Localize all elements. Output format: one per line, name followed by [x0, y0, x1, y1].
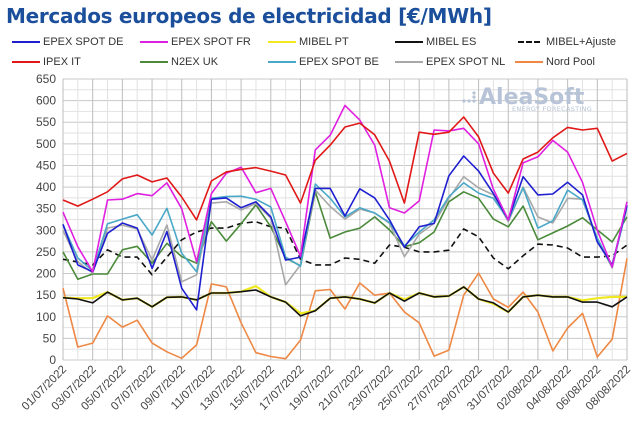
series-line-epex-spot-de — [62, 155, 628, 311]
y-tick-label: 450 — [36, 158, 56, 172]
legend-swatch — [140, 41, 168, 43]
legend-label: MIBEL+Ajuste — [546, 36, 617, 48]
y-tick-label: 250 — [36, 245, 56, 259]
legend-swatch — [395, 41, 423, 43]
legend-swatch — [12, 61, 40, 63]
legend-label: N2EX UK — [171, 56, 219, 68]
y-axis: 0 50 100 150 200 250 300 350 400 450 500 550 600 650 — [36, 72, 56, 367]
chart-title: Mercados europeos de electricidad [€/MWh… — [6, 4, 492, 28]
y-tick-label: 650 — [36, 72, 56, 86]
legend-item-nord-pool: Nord Pool — [515, 56, 595, 68]
legend-swatch — [268, 61, 296, 63]
legend-label: EPEX SPOT NL — [426, 56, 506, 68]
y-tick-label: 200 — [36, 267, 56, 281]
legend-item-epex-nl: EPEX SPOT NL — [395, 56, 505, 68]
legend-item-mibel-ajuste: MIBEL+Ajuste — [515, 36, 616, 48]
y-tick-label: 500 — [36, 137, 56, 151]
x-axis: 01/07/202203/07/202205/07/202207/07/2022… — [20, 364, 633, 413]
legend-swatch — [395, 61, 423, 63]
legend-swatch — [518, 41, 540, 43]
series-line-epex-spot-nl — [62, 175, 628, 286]
legend-label: EPEX SPOT BE — [299, 56, 379, 68]
legend-swatch — [140, 61, 168, 63]
logo-name: AleaSoft — [479, 85, 585, 110]
series-lines — [62, 104, 628, 360]
legend-label: IPEX IT — [43, 56, 81, 68]
legend-swatch — [268, 41, 296, 43]
legend-item-epex-fr: EPEX SPOT FR — [140, 36, 251, 48]
series-line-epex-spot-fr — [62, 104, 628, 273]
series-line-epex-spot-be — [62, 182, 628, 273]
logo-dot-icon — [472, 91, 476, 95]
y-tick-label: 150 — [36, 288, 56, 302]
series-line-mibel-es — [62, 286, 628, 317]
legend-item-mibel-es: MIBEL ES — [395, 36, 476, 48]
legend: EPEX SPOT DE EPEX SPOT FR MIBEL PT MIBEL… — [0, 34, 640, 76]
legend-swatch — [12, 41, 40, 43]
logo-tagline: ENERGY FORECASTING — [512, 105, 592, 113]
legend-label: MIBEL ES — [426, 36, 477, 48]
aleasoft-logo: AleaSoft ENERGY FORECASTING — [462, 85, 592, 113]
y-tick-label: 600 — [36, 94, 56, 108]
legend-item-ipex-it: IPEX IT — [12, 56, 81, 68]
legend-swatch — [515, 61, 543, 63]
y-tick-label: 0 — [49, 353, 56, 367]
logo-dot-icon — [472, 95, 476, 99]
legend-label: MIBEL PT — [299, 36, 349, 48]
y-tick-label: 100 — [36, 310, 56, 324]
series-line-mibel-ajuste — [62, 220, 628, 276]
legend-label: EPEX SPOT DE — [43, 36, 124, 48]
series-line-ipex-it — [62, 116, 628, 221]
logo-dot-icon — [467, 99, 471, 103]
y-tick-label: 50 — [43, 331, 57, 345]
y-tick-label: 550 — [36, 115, 56, 129]
y-tick-label: 400 — [36, 180, 56, 194]
legend-item-mibel-pt: MIBEL PT — [268, 36, 349, 48]
logo-dot-icon — [472, 99, 476, 103]
y-tick-label: 300 — [36, 223, 56, 237]
legend-label: EPEX SPOT FR — [171, 36, 251, 48]
logo-dot-icon — [462, 99, 466, 103]
legend-label: Nord Pool — [546, 56, 595, 68]
legend-item-epex-be: EPEX SPOT BE — [268, 56, 379, 68]
series-line-nord-pool — [62, 258, 628, 360]
y-tick-label: 350 — [36, 202, 56, 216]
legend-item-n2ex-uk: N2EX UK — [140, 56, 218, 68]
legend-item-epex-de: EPEX SPOT DE — [12, 36, 124, 48]
